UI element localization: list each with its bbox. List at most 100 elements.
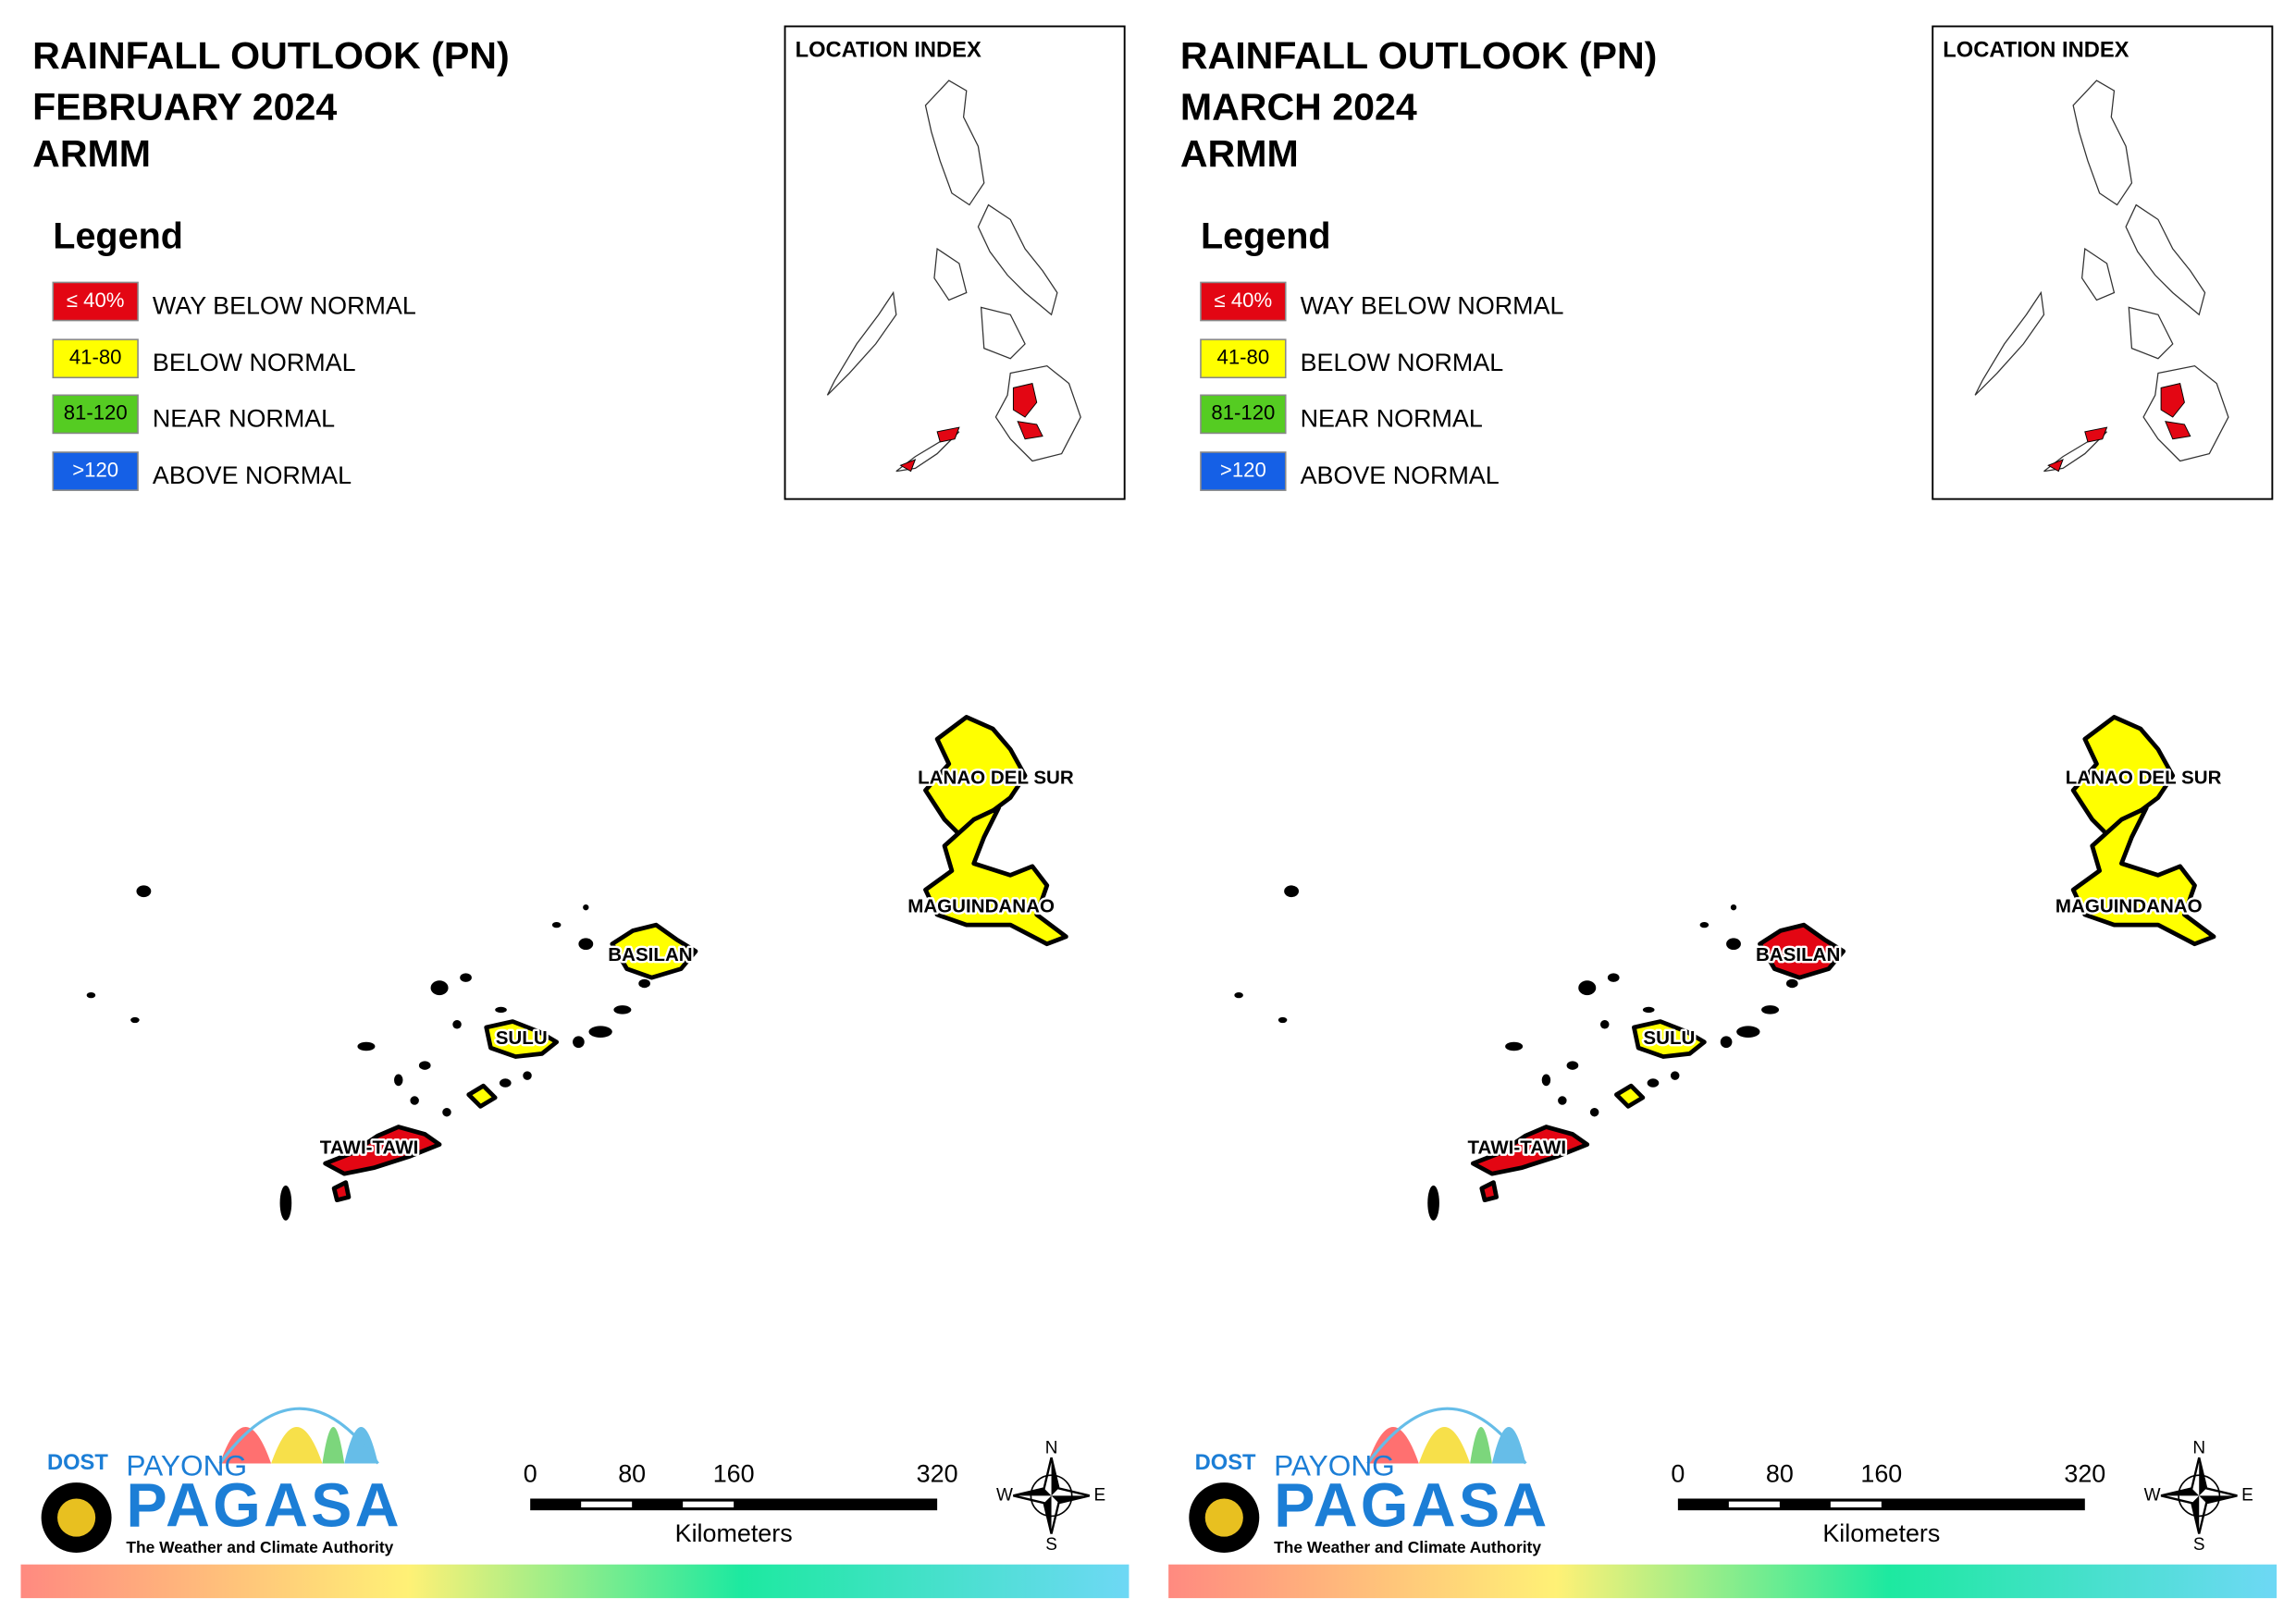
- islet: [136, 885, 152, 898]
- legend-swatch: [52, 281, 139, 322]
- logo-seal-inner: [1204, 1498, 1243, 1537]
- logo-agency: DOST: [1195, 1451, 1256, 1475]
- logo-umbrella: [322, 1426, 345, 1464]
- scale-tick-label: 160: [713, 1459, 755, 1487]
- legend-swatch-label: 41-80: [1217, 346, 1270, 369]
- location-index-title: LOCATION INDEX: [1943, 39, 2129, 63]
- logo-umbrella: [1367, 1426, 1419, 1464]
- scale-tick-label: 0: [524, 1459, 537, 1487]
- islet: [588, 1026, 612, 1038]
- legend-title: Legend: [1201, 215, 1331, 256]
- legend-swatch: [1200, 338, 1287, 379]
- logo-line1: PAYONG: [126, 1449, 247, 1482]
- logo-agency: DOST: [47, 1451, 108, 1475]
- islet: [613, 1005, 632, 1014]
- logo-umbrella: [1418, 1426, 1471, 1464]
- islet: [1558, 1096, 1567, 1105]
- islet: [1541, 1074, 1551, 1087]
- islet: [357, 1041, 376, 1051]
- legend-swatch: [1200, 281, 1287, 322]
- logo-line1: PAYONG: [1274, 1449, 1395, 1482]
- islet: [418, 1061, 431, 1070]
- legend-swatch: [52, 338, 139, 379]
- scale-tick-label: 80: [1766, 1459, 1794, 1487]
- islet: [1505, 1041, 1524, 1051]
- islet: [583, 904, 589, 911]
- compass-letter: W: [2144, 1485, 2161, 1505]
- islet: [573, 1036, 585, 1049]
- scale-tick-label: 320: [2064, 1459, 2105, 1487]
- scale-tick-label: 160: [1860, 1459, 1902, 1487]
- islet: [1726, 938, 1741, 951]
- province-label: BASILAN: [608, 944, 692, 965]
- islet: [1720, 1036, 1733, 1049]
- province-label: SULU: [1643, 1027, 1695, 1049]
- compass-letter: W: [996, 1485, 1013, 1505]
- legend-swatch: [52, 451, 139, 491]
- province: [923, 805, 1068, 947]
- islet: [86, 991, 96, 999]
- islet: [499, 1078, 512, 1088]
- islet: [1670, 1071, 1680, 1080]
- scale-tick-label: 320: [917, 1459, 958, 1487]
- logo-tagline: The Weather and Climate Authority: [126, 1538, 393, 1556]
- color-band: [1168, 1564, 2277, 1599]
- islet: [1234, 991, 1243, 999]
- color-band: [20, 1564, 1129, 1599]
- province-label: MAGUINDANAO: [2055, 896, 2203, 917]
- province: [1614, 1019, 1707, 1109]
- islet: [394, 1074, 403, 1087]
- scale-tick-label: 80: [618, 1459, 646, 1487]
- islet: [578, 938, 594, 951]
- legend-label: WAY BELOW NORMAL: [1301, 291, 1564, 319]
- philippines-outline: [1974, 80, 2229, 473]
- islet: [279, 1185, 292, 1221]
- logo-seal-inner: [57, 1498, 96, 1537]
- islet: [1642, 1006, 1655, 1014]
- province: [2070, 805, 2216, 947]
- islet: [495, 1006, 507, 1014]
- province: [323, 1125, 442, 1203]
- islet: [1699, 921, 1710, 928]
- legend-swatch-label: >120: [72, 458, 118, 481]
- legend-label: WAY BELOW NORMAL: [153, 291, 416, 319]
- legend-label: ABOVE NORMAL: [153, 461, 352, 489]
- logo-umbrella: [271, 1426, 323, 1464]
- index-armm: [899, 383, 1043, 473]
- islet: [1578, 980, 1597, 996]
- province-label: SULU: [496, 1027, 548, 1049]
- compass-letter: S: [1045, 1535, 1057, 1555]
- province: [1470, 1125, 1590, 1203]
- logo-umbrella-top: [1366, 1407, 1527, 1465]
- legend-label: ABOVE NORMAL: [1301, 461, 1500, 489]
- islet: [410, 1096, 419, 1105]
- title-line: RAINFALL OUTLOOK (PN): [32, 34, 510, 77]
- legend-swatch-label: 81-120: [64, 401, 128, 424]
- province-label: MAGUINDANAO: [907, 896, 1055, 917]
- compass-letter: N: [1045, 1439, 1058, 1458]
- islet: [638, 978, 650, 989]
- islet: [1785, 978, 1798, 989]
- islet: [1566, 1061, 1579, 1070]
- islet: [1647, 1078, 1660, 1088]
- islet: [1589, 1107, 1599, 1117]
- legend-swatch-label: 41-80: [69, 346, 122, 369]
- legend-label: NEAR NORMAL: [1301, 404, 1483, 432]
- philippines-outline: [826, 80, 1081, 473]
- logo-line2: PAGASA: [1274, 1472, 1549, 1541]
- province: [1758, 922, 1846, 980]
- legend-swatch: [1200, 451, 1287, 491]
- islet: [1599, 1020, 1610, 1029]
- legend-swatch-label: 81-120: [1211, 401, 1275, 424]
- islet: [551, 921, 562, 928]
- logo-umbrella: [219, 1426, 272, 1464]
- title-line: ARMM: [32, 132, 151, 175]
- legend-label: NEAR NORMAL: [153, 404, 335, 432]
- scale-unit: Kilometers: [1822, 1519, 1940, 1547]
- logo-tagline: The Weather and Climate Authority: [1274, 1538, 1541, 1556]
- islet: [460, 973, 472, 982]
- title-line: ARMM: [1180, 132, 1299, 175]
- islet: [1278, 1016, 1288, 1024]
